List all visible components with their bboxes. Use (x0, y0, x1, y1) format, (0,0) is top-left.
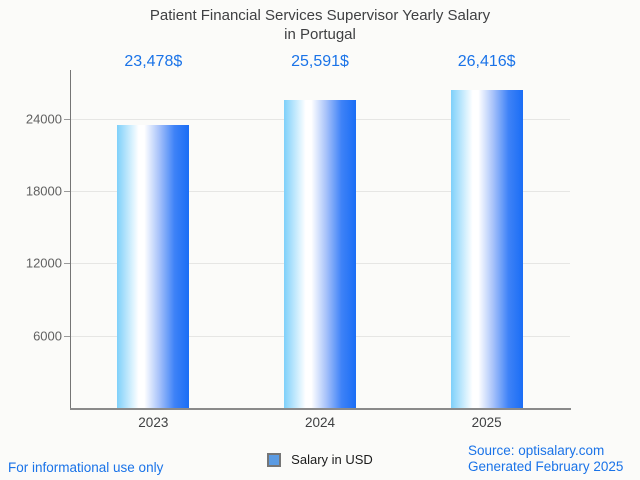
x-tick-label-2023: 2023 (138, 415, 169, 430)
x-axis-line (70, 408, 571, 410)
y-tick-label-18000: 18000 (25, 183, 62, 199)
y-tick-label-12000: 12000 (25, 255, 62, 271)
x-tick-label-2025: 2025 (471, 415, 502, 430)
value-label-2024: 25,591$ (291, 53, 349, 70)
y-tick-mark-12000 (64, 263, 70, 265)
legend-label: Salary in USD (291, 452, 373, 467)
bar-2025 (450, 89, 523, 408)
legend-swatch-icon (267, 452, 282, 467)
footer-generated: Generated February 2025 (468, 459, 624, 474)
y-tick-mark-6000 (64, 335, 70, 337)
chart-title-line1: Patient Financial Services Supervisor Ye… (149, 7, 491, 24)
x-tick-label-2024: 2024 (304, 415, 336, 430)
value-label-2023: 23,478$ (124, 53, 183, 70)
value-label-2025: 26,416$ (457, 53, 516, 70)
y-axis-line (70, 70, 71, 410)
footer-source-block: Source: optisalary.com Generated Februar… (468, 443, 623, 475)
footer-disclaimer: For informational use only (8, 460, 164, 475)
bar-2023 (117, 125, 190, 408)
y-tick-label-24000: 24000 (25, 111, 62, 127)
y-tick-label-6000: 6000 (33, 328, 62, 344)
footer-source: Source: optisalary.com (468, 443, 605, 458)
chart-title: Patient Financial Services Supervisor Ye… (0, 6, 640, 44)
y-tick-mark-24000 (64, 118, 70, 120)
chart-title-line2: in Portugal (284, 26, 356, 43)
bar-2024 (284, 99, 356, 408)
y-tick-mark-18000 (64, 191, 70, 193)
